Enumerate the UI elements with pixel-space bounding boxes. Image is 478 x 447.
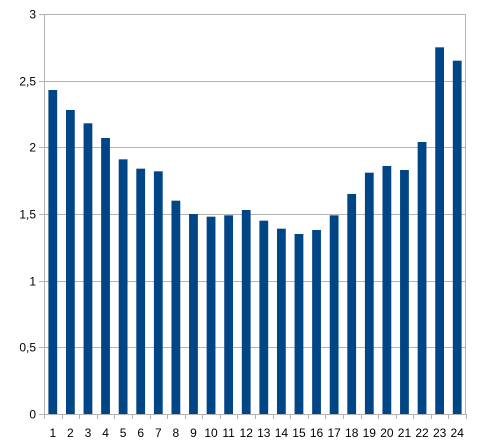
bar-6 <box>136 168 146 414</box>
y-tick-label: 0 <box>29 408 36 422</box>
bar-18 <box>347 194 357 414</box>
x-tick-label: 15 <box>292 426 306 440</box>
axes <box>39 14 467 419</box>
bar-13 <box>259 220 269 414</box>
x-tick-label: 8 <box>173 426 180 440</box>
bar-12 <box>241 210 251 414</box>
y-tick-label: 0,5 <box>19 341 36 355</box>
x-tick-label: 18 <box>345 426 359 440</box>
bar-23 <box>435 47 445 414</box>
x-tick-label: 13 <box>257 426 271 440</box>
bar-17 <box>329 215 339 414</box>
x-tick-labels: 1 2 3 4 5 6 7 8 9 10 11 12 13 14 15 16 17 18 19 20 21 22 23 24 <box>49 426 464 440</box>
x-tick-label: 3 <box>85 426 92 440</box>
bars <box>48 47 462 415</box>
y-tick-label: 1,5 <box>19 208 36 222</box>
x-tick-label: 16 <box>310 426 324 440</box>
x-tick-label: 6 <box>137 426 144 440</box>
bar-1 <box>48 90 58 414</box>
bar-5 <box>118 159 128 414</box>
plot-frame <box>44 14 466 415</box>
bar-4 <box>101 138 110 414</box>
bar-19 <box>364 172 374 414</box>
x-tick-label: 23 <box>433 426 447 440</box>
x-tick-label: 2 <box>67 426 74 440</box>
x-tick-label: 7 <box>155 426 162 440</box>
bar-20 <box>382 166 392 414</box>
y-tick-label: 2,5 <box>19 75 36 89</box>
x-tick-label: 17 <box>327 426 341 440</box>
bar-16 <box>312 230 321 414</box>
bar-7 <box>153 171 163 414</box>
bar-22 <box>417 142 427 414</box>
bar-9 <box>189 214 198 414</box>
x-tick-label: 20 <box>380 426 394 440</box>
bar-24 <box>452 60 462 415</box>
x-tick-label: 5 <box>120 426 127 440</box>
x-tick-label: 19 <box>363 426 377 440</box>
y-tick-label: 3 <box>29 8 36 22</box>
x-tick-label: 4 <box>102 426 109 440</box>
bar-3 <box>83 123 93 414</box>
x-tick-label: 10 <box>204 426 218 440</box>
y-tick-label: 1 <box>29 275 36 289</box>
bar-21 <box>400 170 409 414</box>
bar-14 <box>276 228 286 414</box>
x-tick-label: 24 <box>451 426 465 440</box>
x-tick-label: 22 <box>415 426 429 440</box>
y-tick-label: 2 <box>29 141 36 155</box>
bar-15 <box>294 234 304 414</box>
x-tick-label: 12 <box>240 426 254 440</box>
x-tick-label: 14 <box>275 426 289 440</box>
x-tick-label: 21 <box>398 426 412 440</box>
bar-8 <box>171 200 181 414</box>
bar-2 <box>65 110 75 414</box>
x-tick-label: 11 <box>222 426 235 440</box>
x-tick-label: 1 <box>49 426 56 440</box>
bar-11 <box>224 215 234 414</box>
x-tick-label: 9 <box>190 426 197 440</box>
bar-10 <box>206 216 216 414</box>
y-tick-labels: 0 0,5 1 1,5 2 2,5 3 <box>19 8 36 422</box>
